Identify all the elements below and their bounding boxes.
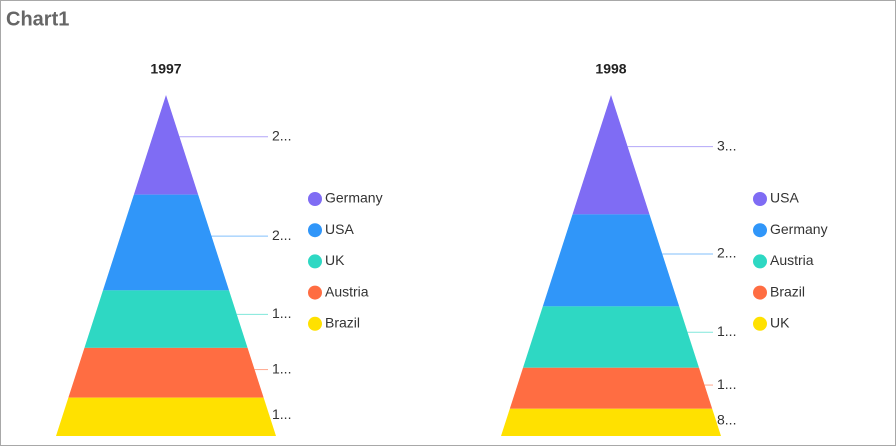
chart-title: 1997 — [150, 61, 181, 77]
data-label: 8... — [717, 411, 736, 427]
pyramid-segment — [572, 95, 650, 215]
data-label: 1... — [272, 360, 291, 376]
widget-title: Chart1 — [6, 8, 69, 30]
chart-title: 1998 — [595, 61, 626, 77]
legend-marker — [308, 223, 322, 238]
data-label: 1... — [272, 305, 291, 321]
pyramid-segment — [56, 397, 276, 436]
pyramid-segment — [68, 347, 264, 398]
legend-label: Germany — [770, 221, 828, 237]
data-label: 1... — [717, 376, 736, 392]
data-label: 2... — [272, 128, 291, 144]
legend-label: Germany — [325, 190, 383, 206]
legend-marker — [753, 223, 767, 238]
pyramid-segment — [102, 194, 230, 291]
legend-label: Brazil — [770, 283, 805, 299]
data-label: 1... — [717, 323, 736, 339]
legend-label: Austria — [770, 252, 814, 268]
legend-label: UK — [325, 252, 345, 268]
pyramid-segment — [84, 290, 248, 348]
legend-label: UK — [770, 315, 790, 331]
pyramid-segment — [509, 367, 713, 409]
legend-label: Austria — [325, 283, 369, 299]
data-label: 2... — [272, 227, 291, 243]
pyramid-segment — [133, 95, 199, 195]
legend-marker — [308, 316, 322, 331]
legend-marker — [753, 316, 767, 331]
legend-marker — [753, 192, 767, 206]
legend-label: USA — [325, 221, 354, 237]
legend-marker — [308, 285, 322, 300]
pyramid-segment — [542, 214, 680, 307]
data-label: 1... — [272, 406, 291, 422]
data-label: 2... — [717, 245, 736, 261]
legend-marker — [308, 254, 322, 269]
legend-label: Brazil — [325, 315, 360, 331]
legend-marker — [308, 192, 322, 206]
pyramid-segment — [501, 408, 721, 436]
pyramid-segment — [523, 306, 699, 368]
data-label: 3... — [717, 137, 736, 153]
legend-marker — [753, 285, 767, 300]
legend-marker — [753, 254, 767, 269]
legend-label: USA — [770, 190, 799, 206]
